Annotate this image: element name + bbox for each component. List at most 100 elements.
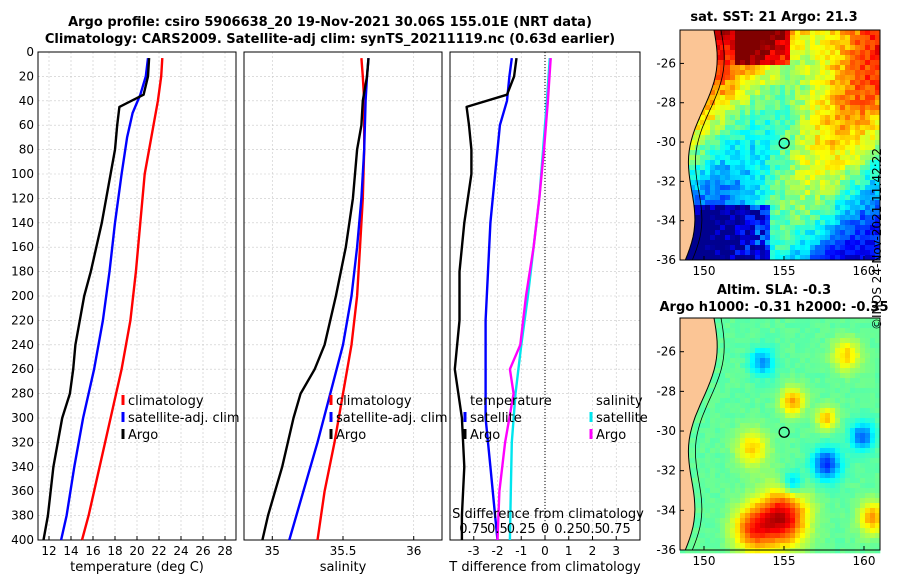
- map-cell: [800, 488, 806, 494]
- map-cell: [860, 135, 866, 141]
- map-cell: [775, 498, 781, 504]
- map-cell: [740, 65, 746, 71]
- map-cell: [755, 145, 761, 151]
- map-cell: [705, 538, 711, 544]
- map-cell: [780, 240, 786, 246]
- map-cell: [835, 170, 841, 176]
- map-cell: [760, 508, 766, 514]
- map-cell: [760, 408, 766, 414]
- map-cell: [845, 115, 851, 121]
- map-cell: [830, 503, 836, 509]
- map-cell: [720, 255, 726, 261]
- map-cell: [730, 170, 736, 176]
- map-cell: [815, 373, 821, 379]
- map-cell: [860, 508, 866, 514]
- map-cell: [770, 60, 776, 66]
- map-cell: [730, 40, 736, 46]
- map-cell: [805, 115, 811, 121]
- map-cell: [855, 353, 861, 359]
- map-cell: [730, 140, 736, 146]
- map-cell: [725, 478, 731, 484]
- map-cell: [720, 548, 726, 554]
- map-cell: [860, 448, 866, 454]
- map-cell: [830, 105, 836, 111]
- map-cell: [820, 90, 826, 96]
- map-cell: [800, 85, 806, 91]
- map-cell: [810, 403, 816, 409]
- map-cell: [795, 363, 801, 369]
- map-cell: [765, 140, 771, 146]
- map-cell: [830, 185, 836, 191]
- map-cell: [725, 115, 731, 121]
- map-cell: [735, 378, 741, 384]
- map-cell: [715, 438, 721, 444]
- map-cell: [875, 443, 881, 449]
- map-cell: [805, 348, 811, 354]
- map-cell: [725, 463, 731, 469]
- map-cell: [805, 448, 811, 454]
- map-cell: [750, 35, 756, 41]
- map-cell: [725, 443, 731, 449]
- map-cell: [815, 498, 821, 504]
- map-cell: [810, 513, 816, 519]
- map-cell: [825, 343, 831, 349]
- map-cell: [815, 55, 821, 61]
- map-cell: [765, 65, 771, 71]
- map-cell: [760, 538, 766, 544]
- map-cell: [815, 190, 821, 196]
- map-cell: [710, 483, 716, 489]
- map-cell: [715, 230, 721, 236]
- map-cell: [790, 160, 796, 166]
- map-cell: [875, 235, 881, 241]
- map-cell: [735, 338, 741, 344]
- map-cell: [785, 200, 791, 206]
- map-cell: [810, 110, 816, 116]
- map-cell: [820, 35, 826, 41]
- map-cell: [855, 413, 861, 419]
- map-cell: [810, 55, 816, 61]
- map-cell: [770, 55, 776, 61]
- map-cell: [850, 488, 856, 494]
- map-cell: [710, 533, 716, 539]
- map-cell: [785, 165, 791, 171]
- map-cell: [785, 443, 791, 449]
- map-cell: [745, 508, 751, 514]
- map-cell: [695, 433, 701, 439]
- map-cell: [760, 458, 766, 464]
- map-cell: [870, 100, 876, 106]
- y-tick-label: 240: [11, 338, 34, 352]
- map-cell: [835, 473, 841, 479]
- map-cell: [840, 483, 846, 489]
- map-cell: [800, 50, 806, 56]
- x-tick-label: 36: [406, 544, 421, 558]
- map-cell: [785, 170, 791, 176]
- map-cell: [795, 135, 801, 141]
- map-cell: [805, 135, 811, 141]
- map-cell: [840, 548, 846, 554]
- map-cell: [775, 338, 781, 344]
- map-cell: [765, 220, 771, 226]
- map-cell: [845, 388, 851, 394]
- map-cell: [735, 473, 741, 479]
- map-cell: [835, 533, 841, 539]
- map-cell: [745, 120, 751, 126]
- map-cell: [755, 195, 761, 201]
- map-cell: [705, 403, 711, 409]
- map-cell: [810, 408, 816, 414]
- map-cell: [820, 170, 826, 176]
- map-cell: [775, 85, 781, 91]
- map-cell: [760, 403, 766, 409]
- map-cell: [855, 35, 861, 41]
- map-cell: [765, 150, 771, 156]
- map-cell: [785, 358, 791, 364]
- map-cell: [765, 105, 771, 111]
- map-cell: [825, 200, 831, 206]
- map-cell: [770, 373, 776, 379]
- map-cell: [800, 215, 806, 221]
- map-cell: [830, 353, 836, 359]
- map-cell: [700, 240, 706, 246]
- map-cell: [775, 328, 781, 334]
- map-cell: [760, 140, 766, 146]
- map-cell: [715, 528, 721, 534]
